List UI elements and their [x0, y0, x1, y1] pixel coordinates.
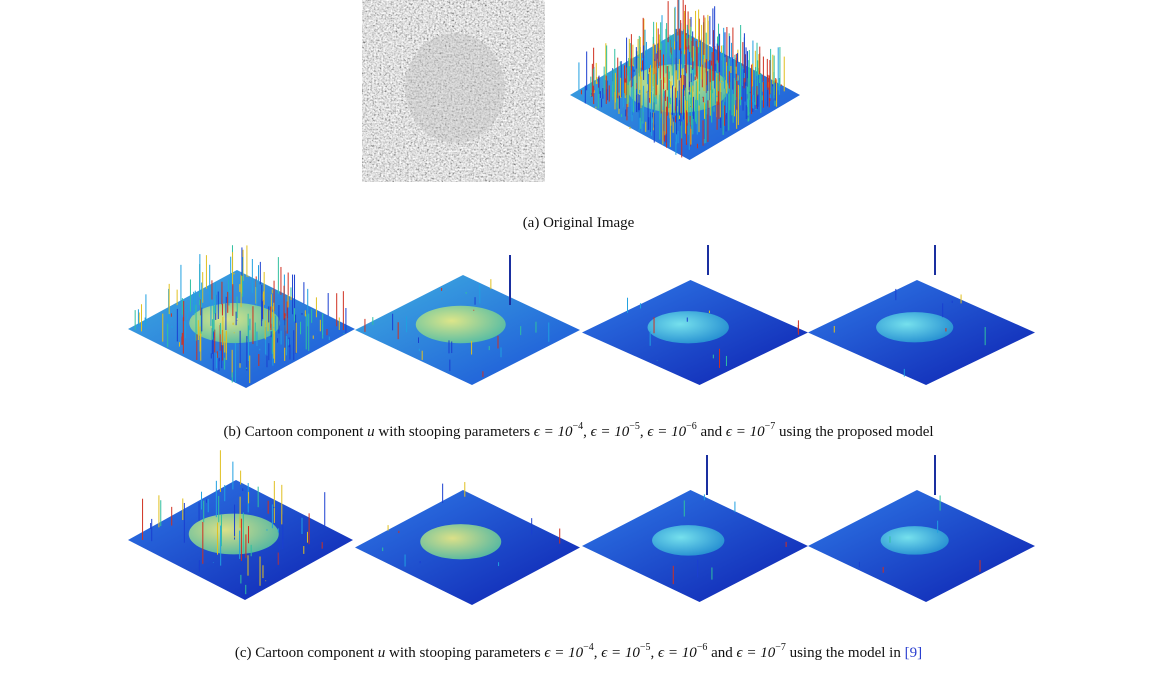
caption-math: ϵ = 10: [725, 424, 765, 440]
caption-text: using the proposed model: [775, 424, 934, 440]
caption-sup: −5: [639, 642, 651, 653]
caption-text: ,: [639, 424, 648, 440]
caption-text: (a) Original Image: [522, 215, 635, 231]
caption-text: using the model in: [785, 645, 905, 661]
surface-bump: [420, 524, 502, 560]
caption-text: ,: [583, 424, 591, 440]
caption-sup: −4: [583, 642, 594, 653]
caption-text: with stooping parameters: [374, 424, 534, 440]
caption-sup: −7: [764, 421, 776, 432]
original-image: [362, 0, 545, 182]
caption-text: with stooping parameters: [385, 645, 545, 661]
caption-sup: −5: [629, 421, 640, 432]
caption-math: ϵ = 10: [601, 645, 640, 661]
caption-math: ϵ = 10: [736, 645, 776, 661]
caption-text: ,: [650, 645, 659, 661]
caption-sup: −4: [572, 421, 584, 432]
caption-sup: −7: [775, 642, 786, 653]
caption-sup: −6: [696, 642, 708, 653]
caption-text: and: [696, 424, 726, 440]
surface-bump: [415, 305, 506, 344]
surface-bump: [876, 312, 954, 343]
surface-bump: [647, 311, 729, 344]
caption-math: ϵ = 10: [590, 424, 630, 440]
original-disk: [405, 33, 505, 143]
caption-math: u: [377, 645, 386, 661]
caption-math: ϵ = 10: [658, 645, 697, 661]
caption-text: and: [707, 645, 737, 661]
surface-bump: [880, 526, 949, 555]
surfaces: [128, 0, 1035, 605]
caption-text: (b) Cartoon component: [223, 424, 368, 440]
surface-bump: [188, 513, 279, 555]
caption-a: (a) Original Image: [0, 215, 1157, 232]
caption-math: ϵ = 10: [544, 645, 584, 661]
caption-b: (b) Cartoon component u with stooping pa…: [0, 421, 1157, 441]
caption-text: ,: [593, 645, 602, 661]
caption-math: ϵ = 10: [533, 424, 573, 440]
caption-c: (c) Cartoon component u with stooping pa…: [0, 642, 1157, 662]
caption-sup: −6: [686, 421, 697, 432]
caption-math: ϵ = 10: [647, 424, 687, 440]
caption-math: u: [367, 424, 375, 440]
caption-text: (c) Cartoon component: [234, 645, 378, 661]
caption-link[interactable]: [9]: [904, 645, 923, 661]
surface-bump: [189, 303, 281, 344]
surface-bump: [652, 525, 725, 556]
